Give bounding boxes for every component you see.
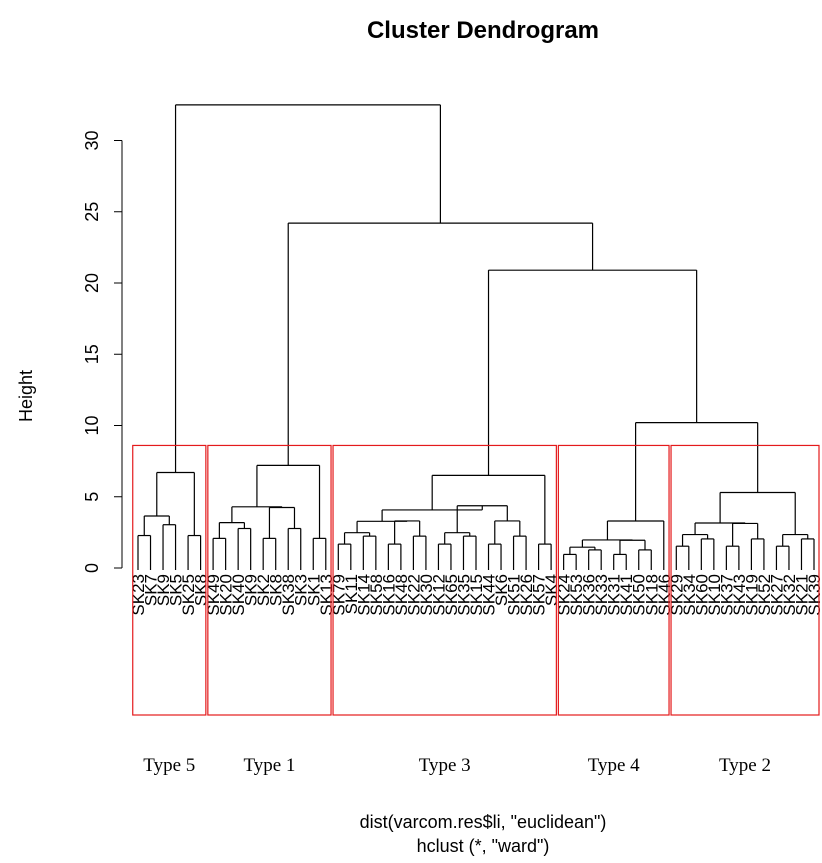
cluster-box — [207, 444, 332, 716]
chart-title: Cluster Dendrogram — [367, 17, 599, 44]
y-tick-label: 5 — [82, 492, 102, 502]
leaf-label: SK30 — [417, 574, 436, 616]
cluster-type-label: Type 1 — [243, 755, 295, 776]
leaf-label: SK58 — [367, 574, 386, 616]
cluster-box — [132, 444, 207, 716]
y-tick-label: 20 — [82, 273, 102, 293]
cluster-type-label: Type 4 — [588, 755, 640, 776]
leaf-label: SK2 — [254, 574, 273, 606]
y-tick-label: 25 — [82, 202, 102, 222]
leaf-label: SK23 — [129, 574, 148, 616]
leaf-label: SK24 — [555, 574, 574, 616]
cluster-box — [670, 444, 820, 716]
cluster-type-label: Type 3 — [419, 755, 471, 776]
leaf-label: SK40 — [229, 574, 248, 616]
dendrogram-tree — [137, 104, 815, 570]
leaf-label: SK44 — [480, 574, 499, 616]
y-tick-label: 0 — [82, 563, 102, 573]
leaf-label: SK60 — [692, 574, 711, 616]
y-tick-label: 10 — [82, 415, 102, 435]
leaf-label: SK31 — [605, 574, 624, 616]
leaf-labels: SK23SK7SK9SK5SK25SK8SK49SK20SK40SK9SK2SK… — [129, 574, 822, 616]
leaf-label: SK10 — [705, 574, 724, 616]
leaf-label: SK20 — [217, 574, 236, 616]
leaf-label: SK12 — [429, 574, 448, 616]
leaf-label: SK50 — [630, 574, 649, 616]
leaf-label: SK16 — [379, 574, 398, 616]
leaf-label: SK22 — [404, 574, 423, 616]
leaf-label: SK5 — [167, 574, 186, 606]
y-axis: 0 5 10 15 20 25 30 — [82, 130, 123, 573]
leaf-label: SK37 — [717, 574, 736, 616]
x-axis-sublabel: hclust (*, "ward") — [417, 836, 550, 856]
cluster-type-label: Type 2 — [719, 755, 771, 776]
leaf-label: SK7 — [142, 574, 161, 606]
cluster-box — [332, 444, 557, 716]
leaf-label: SK41 — [617, 574, 636, 616]
leaf-label: SK9 — [242, 574, 261, 606]
leaf-label: SK26 — [517, 574, 536, 616]
leaf-label: SK65 — [442, 574, 461, 616]
leaf-label: SK18 — [642, 574, 661, 616]
leaf-label: SK19 — [742, 574, 761, 616]
cluster-boxes — [132, 444, 820, 716]
leaf-label: SK33 — [592, 574, 611, 616]
leaf-label: SK32 — [780, 574, 799, 616]
leaf-label: SK6 — [492, 574, 511, 606]
cluster-type-label: Type 5 — [143, 755, 195, 776]
leaf-label: SK79 — [329, 574, 348, 616]
leaf-label: SK11 — [342, 574, 361, 614]
leaf-label: SK29 — [667, 574, 686, 616]
leaf-label: SK9 — [154, 574, 173, 606]
leaf-label: SK57 — [530, 574, 549, 616]
leaf-label: SK38 — [279, 574, 298, 616]
leaf-label: SK35 — [454, 574, 473, 616]
leaf-label: SK14 — [354, 574, 373, 616]
leaf-label: SK43 — [730, 574, 749, 616]
leaf-label: SK53 — [567, 574, 586, 616]
leaf-label: SK8 — [267, 574, 286, 606]
leaf-label: SK49 — [204, 574, 223, 616]
leaf-label: SK27 — [767, 574, 786, 616]
leaf-label: SK15 — [467, 574, 486, 616]
cluster-box — [557, 444, 670, 716]
cluster-type-labels: Type 5 Type 1 Type 3 Type 4 Type 2 — [143, 755, 771, 776]
leaf-label: SK3 — [292, 574, 311, 606]
leaf-label: SK36 — [580, 574, 599, 616]
y-axis-label: Height — [16, 370, 36, 422]
x-axis-label: dist(varcom.res$li, "euclidean") — [360, 812, 607, 832]
leaf-label: SK25 — [179, 574, 198, 616]
leaf-label: SK39 — [805, 574, 822, 616]
leaf-label: SK48 — [392, 574, 411, 616]
leaf-label: SK51 — [505, 574, 524, 616]
leaf-label: SK21 — [792, 574, 811, 616]
leaf-label: SK52 — [755, 574, 774, 616]
y-tick-label: 15 — [82, 344, 102, 364]
leaf-label: SK34 — [680, 574, 699, 616]
leaf-label: SK1 — [304, 574, 323, 606]
y-tick-label: 30 — [82, 130, 102, 150]
